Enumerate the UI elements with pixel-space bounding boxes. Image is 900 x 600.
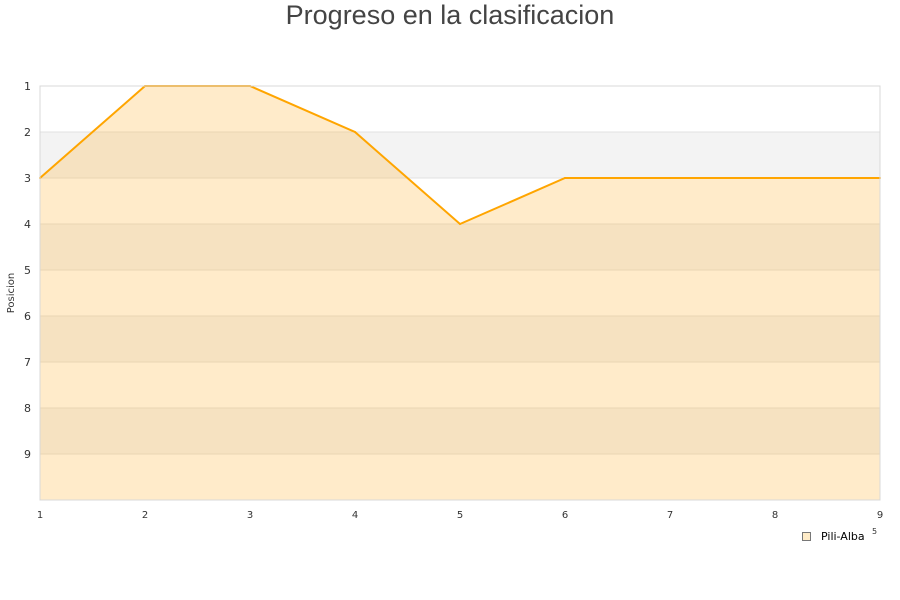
- y-tick-label: 2: [24, 126, 31, 139]
- data-point: [354, 131, 356, 133]
- grid-band: [40, 362, 880, 408]
- x-tick-label: 4: [352, 510, 358, 521]
- x-tick-label: 8: [772, 510, 778, 521]
- y-tick-label: 6: [24, 310, 31, 323]
- series-area: [40, 86, 880, 500]
- legend-label: Pili-Alba: [821, 530, 865, 543]
- x-tick-label: 9: [877, 510, 883, 521]
- chart-title: Progreso en la clasificacion: [285, 0, 615, 30]
- axis-fragment: 5: [872, 527, 878, 536]
- y-axis-label: Posicion: [6, 273, 17, 314]
- data-point: [774, 177, 776, 179]
- x-tick-label: 3: [247, 510, 253, 521]
- x-tick-label: 2: [142, 510, 148, 521]
- y-tick-label: 1: [24, 80, 31, 93]
- y-tick-label: 3: [24, 172, 31, 185]
- grid-band: [40, 454, 880, 500]
- legend[interactable]: Pili-Alba: [802, 530, 865, 543]
- y-tick-label: 4: [24, 218, 31, 231]
- x-tick-label: 5: [457, 510, 463, 521]
- grid-band: [40, 224, 880, 270]
- grid-band: [40, 178, 880, 224]
- y-tick-label: 9: [24, 448, 31, 461]
- grid-band: [40, 132, 880, 178]
- x-tick-label: 1: [37, 510, 43, 521]
- grid-band: [40, 316, 880, 362]
- x-tick-label: 7: [667, 510, 673, 521]
- y-tick-label: 7: [24, 356, 31, 369]
- data-point: [669, 177, 671, 179]
- y-tick-label: 5: [24, 264, 31, 277]
- data-point: [459, 223, 461, 225]
- y-tick-label: 8: [24, 402, 31, 415]
- legend-swatch: [802, 532, 811, 541]
- data-point: [564, 177, 566, 179]
- x-tick-label: 6: [562, 510, 568, 521]
- plot-border: [39, 85, 881, 501]
- grid-band: [40, 408, 880, 454]
- grid-band: [40, 86, 880, 132]
- grid-band: [40, 270, 880, 316]
